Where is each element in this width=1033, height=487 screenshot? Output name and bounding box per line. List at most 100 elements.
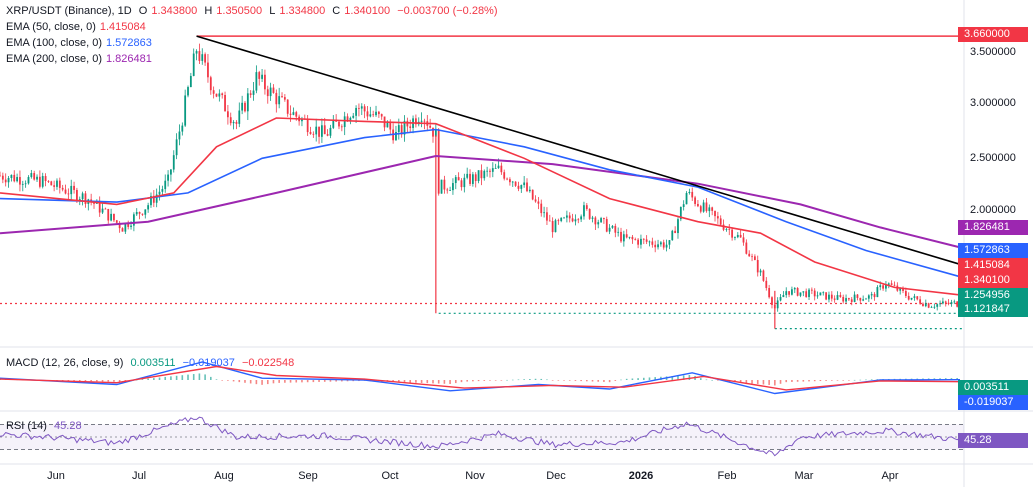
- macd-histogram-bar: [198, 373, 201, 380]
- candle-body: [207, 62, 209, 78]
- candle-body: [600, 218, 602, 223]
- candle-body: [662, 242, 665, 248]
- candle-body: [249, 93, 252, 95]
- macd-histogram-bar: [96, 380, 98, 382]
- macd-label: MACD (12, 26, close, 9): [6, 357, 124, 369]
- candle-body: [486, 170, 489, 172]
- macd-histogram-bar: [426, 380, 429, 384]
- candle-body: [16, 177, 18, 182]
- macd-histogram-bar: [107, 380, 110, 382]
- macd-histogram-bar: [187, 374, 189, 380]
- macd-histogram-bar: [215, 379, 218, 380]
- macd-histogram-bar: [631, 378, 634, 380]
- ema200-legend[interactable]: EMA (200, close, 0) 1.826481: [6, 52, 156, 66]
- candle-body: [571, 218, 574, 222]
- candle-body: [178, 131, 181, 140]
- ema100-value: 1.572863: [106, 37, 152, 49]
- candle-body: [397, 125, 400, 133]
- candle-body: [514, 181, 517, 186]
- rsi-value: 45.28: [54, 420, 82, 432]
- macd-histogram-bar: [586, 380, 588, 382]
- ema200-label: EMA (200, close, 0): [6, 53, 102, 65]
- candle-body: [138, 212, 141, 214]
- high-label: H: [204, 5, 213, 17]
- candle-body: [890, 283, 893, 285]
- ema100-label: EMA (100, close, 0): [6, 37, 102, 49]
- candle-body: [771, 297, 773, 305]
- candle-body: [714, 210, 716, 217]
- macd-histogram-bar: [568, 380, 571, 381]
- macd-histogram-bar: [346, 380, 349, 382]
- candle-body: [617, 231, 620, 233]
- candle-body: [848, 298, 850, 300]
- candle-body: [406, 120, 409, 127]
- candle-body: [255, 72, 258, 91]
- candle-body: [725, 229, 728, 230]
- candle-body: [808, 289, 810, 297]
- macd-histogram-bar: [90, 380, 92, 382]
- macd-histogram-bar: [437, 380, 440, 384]
- candle-body: [520, 185, 523, 189]
- candle-body: [517, 185, 520, 189]
- marker-support-2: 1.121847: [958, 302, 1028, 317]
- macd-histogram-bar: [762, 380, 765, 385]
- price-tick: 3.500000: [970, 46, 1016, 58]
- candle-body: [625, 234, 628, 238]
- candle-body: [0, 175, 1, 177]
- candle-body: [930, 306, 933, 308]
- trendline: [196, 35, 961, 266]
- candle-body: [400, 125, 403, 135]
- candle-body: [147, 205, 150, 210]
- macd-histogram-bar: [546, 379, 548, 381]
- candle-body: [742, 237, 745, 243]
- candle-body: [608, 227, 611, 232]
- candle-body: [480, 170, 483, 179]
- candle-body: [944, 301, 947, 303]
- candle-body: [466, 173, 469, 178]
- macd-histogram-bar: [101, 380, 104, 382]
- open-label: O: [138, 5, 148, 17]
- candle-body: [474, 174, 477, 182]
- time-tick: Mar: [794, 470, 814, 482]
- macd-histogram-bar: [420, 380, 423, 383]
- candle-body: [919, 299, 922, 304]
- candle-body: [189, 75, 192, 88]
- candle-body: [132, 214, 135, 226]
- macd-histogram-bar: [717, 380, 719, 381]
- ema100-legend[interactable]: EMA (100, close, 0) 1.572863: [6, 36, 156, 50]
- rsi-legend[interactable]: RSI (14) 45.28: [6, 419, 86, 433]
- macd-histogram-bar: [466, 380, 468, 382]
- candle-body: [10, 174, 13, 178]
- candle-body: [956, 301, 959, 307]
- macd-histogram-bar: [238, 380, 241, 383]
- macd-histogram-bar: [711, 380, 713, 381]
- candle-body: [318, 126, 320, 137]
- candle-body: [654, 244, 657, 248]
- time-tick: Sep: [298, 470, 318, 482]
- macd-histogram-bar: [865, 379, 867, 381]
- candle-body: [38, 176, 41, 187]
- macd-histogram-bar: [141, 379, 144, 380]
- candle-body: [694, 197, 696, 204]
- candle-body: [124, 223, 127, 232]
- candle-body: [386, 122, 389, 128]
- candle-body: [423, 120, 426, 122]
- candle-body: [879, 285, 882, 288]
- ema50-legend[interactable]: EMA (50, close, 0) 1.415084: [6, 20, 150, 34]
- candle-body: [181, 125, 184, 132]
- macd-histogram-bar: [785, 380, 788, 383]
- candle-body: [665, 244, 668, 248]
- candle-body: [403, 120, 406, 135]
- candle-body: [349, 117, 352, 122]
- candle-body: [528, 189, 531, 192]
- candle-body: [620, 231, 622, 242]
- candle-body: [4, 179, 7, 183]
- candle-body: [326, 134, 329, 136]
- candle-body: [155, 194, 158, 203]
- candle-body: [229, 117, 232, 124]
- macd-legend[interactable]: MACD (12, 26, close, 9) 0.003511 −0.0190…: [6, 356, 298, 370]
- candle-body: [554, 220, 557, 233]
- candle-body: [269, 87, 272, 97]
- macd-histogram-bar: [705, 379, 708, 381]
